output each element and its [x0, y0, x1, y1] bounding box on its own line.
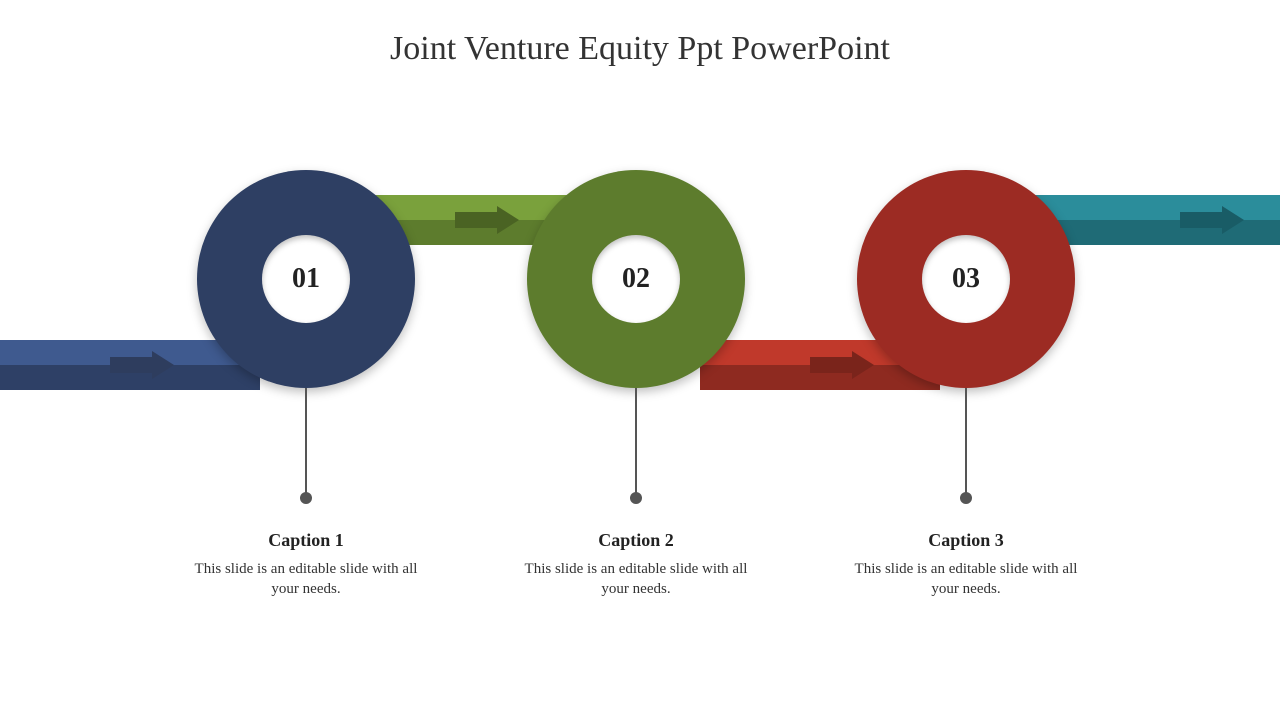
- caption-block-3: Caption 3 This slide is an editable slid…: [851, 530, 1081, 600]
- caption-stem-2: [635, 388, 637, 498]
- step-number-2: 02: [622, 263, 650, 295]
- step-inner-1: 01: [262, 235, 350, 323]
- band-out: [1030, 195, 1280, 245]
- caption-title-3: Caption 3: [851, 530, 1081, 551]
- caption-body-2: This slide is an editable slide with all…: [521, 559, 751, 600]
- step-donut-1: 01: [197, 170, 415, 388]
- step-number-3: 03: [952, 263, 980, 295]
- arrow-icon: [1180, 209, 1245, 231]
- caption-block-2: Caption 2 This slide is an editable slid…: [521, 530, 751, 600]
- caption-body-3: This slide is an editable slide with all…: [851, 559, 1081, 600]
- caption-stem-1: [305, 388, 307, 498]
- slide-canvas: Joint Venture Equity Ppt PowerPoint 01 0…: [0, 0, 1280, 720]
- arrow-icon: [110, 354, 175, 376]
- caption-block-1: Caption 1 This slide is an editable slid…: [191, 530, 421, 600]
- step-inner-2: 02: [592, 235, 680, 323]
- step-donut-3: 03: [857, 170, 1075, 388]
- caption-stem-dot-1: [300, 492, 312, 504]
- caption-stem-dot-3: [960, 492, 972, 504]
- caption-stem-3: [965, 388, 967, 498]
- caption-title-2: Caption 2: [521, 530, 751, 551]
- caption-body-1: This slide is an editable slide with all…: [191, 559, 421, 600]
- slide-title: Joint Venture Equity Ppt PowerPoint: [0, 30, 1280, 68]
- step-donut-2: 02: [527, 170, 745, 388]
- arrow-icon: [455, 209, 520, 231]
- arrow-icon: [810, 354, 875, 376]
- step-number-1: 01: [292, 263, 320, 295]
- caption-stem-dot-2: [630, 492, 642, 504]
- step-inner-3: 03: [922, 235, 1010, 323]
- caption-title-1: Caption 1: [191, 530, 421, 551]
